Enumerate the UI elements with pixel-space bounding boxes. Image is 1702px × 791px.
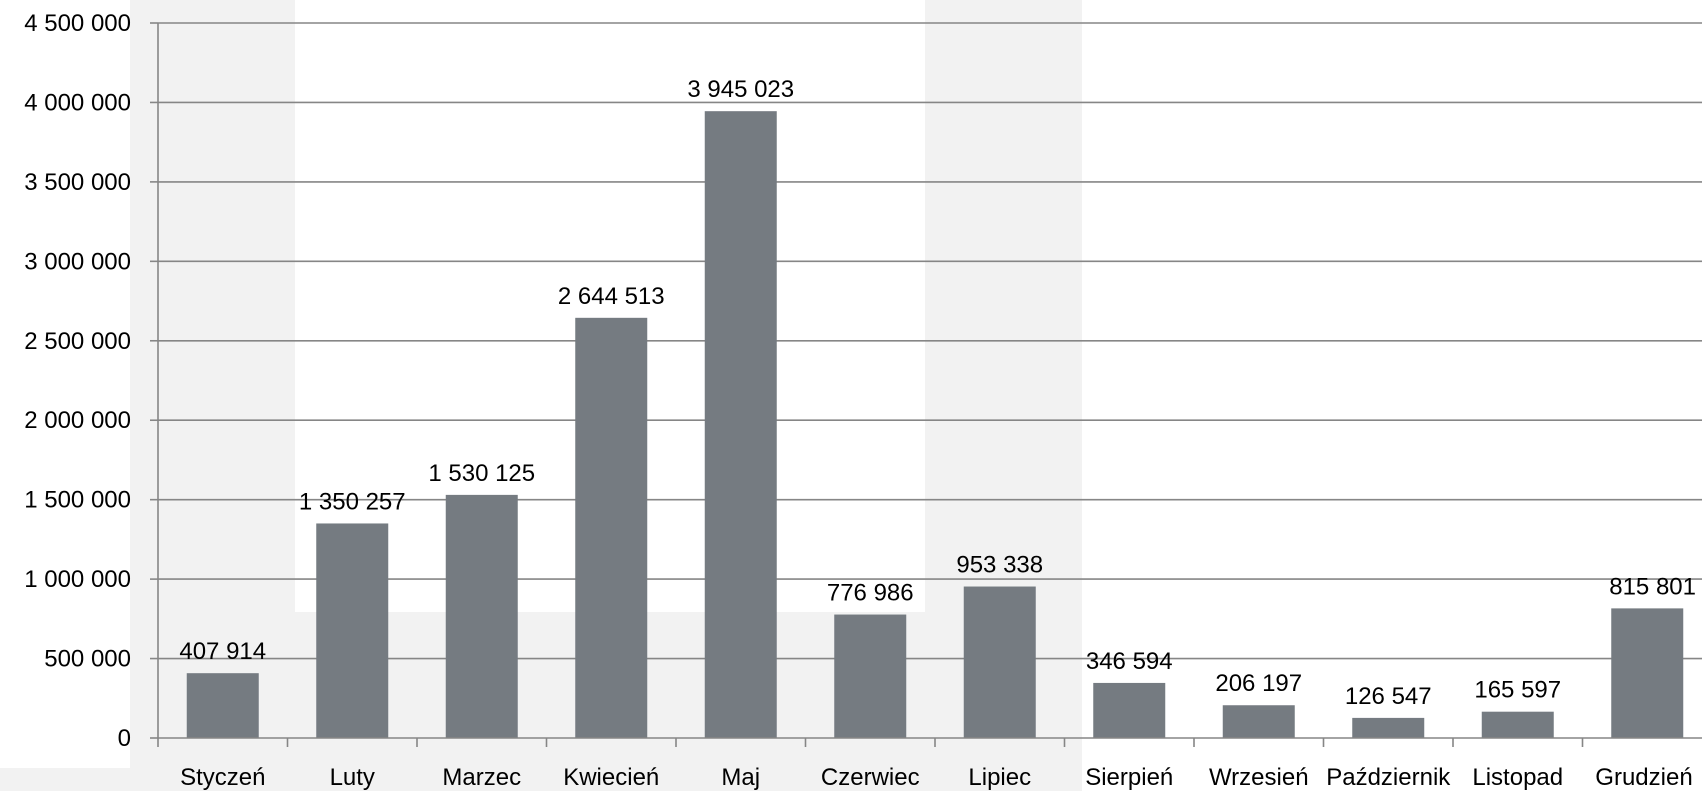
background-panels <box>0 0 1082 791</box>
bar <box>316 523 389 738</box>
x-tick-label: Kwiecień <box>563 764 659 791</box>
bar <box>575 317 648 738</box>
data-label: 206 197 <box>1215 670 1302 697</box>
x-tick-label: Lipiec <box>968 764 1031 791</box>
x-tick-label: Listopad <box>1472 764 1563 791</box>
bar <box>963 586 1036 738</box>
y-tick-label: 4 000 000 <box>24 89 131 116</box>
bar <box>445 494 518 738</box>
background-panel <box>130 0 295 791</box>
y-tick-label: 1 500 000 <box>24 487 131 514</box>
data-label: 3 945 023 <box>687 76 794 103</box>
y-tick-label: 500 000 <box>44 646 131 673</box>
bars <box>186 111 1684 738</box>
y-tick-label: 3 000 000 <box>24 248 131 275</box>
data-label: 1 350 257 <box>299 488 406 515</box>
x-tick-label: Luty <box>330 764 375 791</box>
gridlines <box>158 22 1702 660</box>
data-label: 165 597 <box>1474 677 1561 704</box>
x-tick-label: Wrzesień <box>1209 764 1309 791</box>
data-label: 1 530 125 <box>428 460 535 487</box>
labels: 0 500 000 1 000 000 1 500 000 2 000 000 2 500… <box>24 10 1696 791</box>
x-tick-label: Styczeń <box>180 764 265 791</box>
bar <box>1352 717 1425 738</box>
x-tick-label: Marzec <box>442 764 521 791</box>
data-label: 2 644 513 <box>558 283 665 310</box>
y-tick-label: 3 500 000 <box>24 169 131 196</box>
bar <box>186 673 259 738</box>
data-label: 346 594 <box>1086 648 1173 675</box>
data-label: 776 986 <box>827 580 914 607</box>
y-tick-label: 1 000 000 <box>24 566 131 593</box>
x-tick-label: Maj <box>721 764 760 791</box>
data-label: 126 547 <box>1345 683 1432 710</box>
bar <box>834 614 907 738</box>
bar <box>1611 608 1684 738</box>
bar <box>704 111 777 738</box>
data-label: 815 801 <box>1609 573 1696 600</box>
x-tick-label: Grudzień <box>1595 764 1692 791</box>
y-tick-label: 2 500 000 <box>24 328 131 355</box>
axes <box>150 22 1702 747</box>
bar <box>1222 705 1295 738</box>
background-panel <box>0 768 138 791</box>
data-label: 953 338 <box>956 552 1043 579</box>
y-tick-label: 0 <box>118 725 131 752</box>
x-tick-label: Sierpień <box>1085 764 1173 791</box>
data-label: 407 914 <box>179 638 266 665</box>
x-tick-label: Październik <box>1326 764 1451 791</box>
y-tick-label: 2 000 000 <box>24 407 131 434</box>
bar <box>1481 711 1554 738</box>
bar <box>1093 682 1166 738</box>
y-tick-label: 4 500 000 <box>24 10 131 37</box>
x-tick-label: Czerwiec <box>821 764 920 791</box>
